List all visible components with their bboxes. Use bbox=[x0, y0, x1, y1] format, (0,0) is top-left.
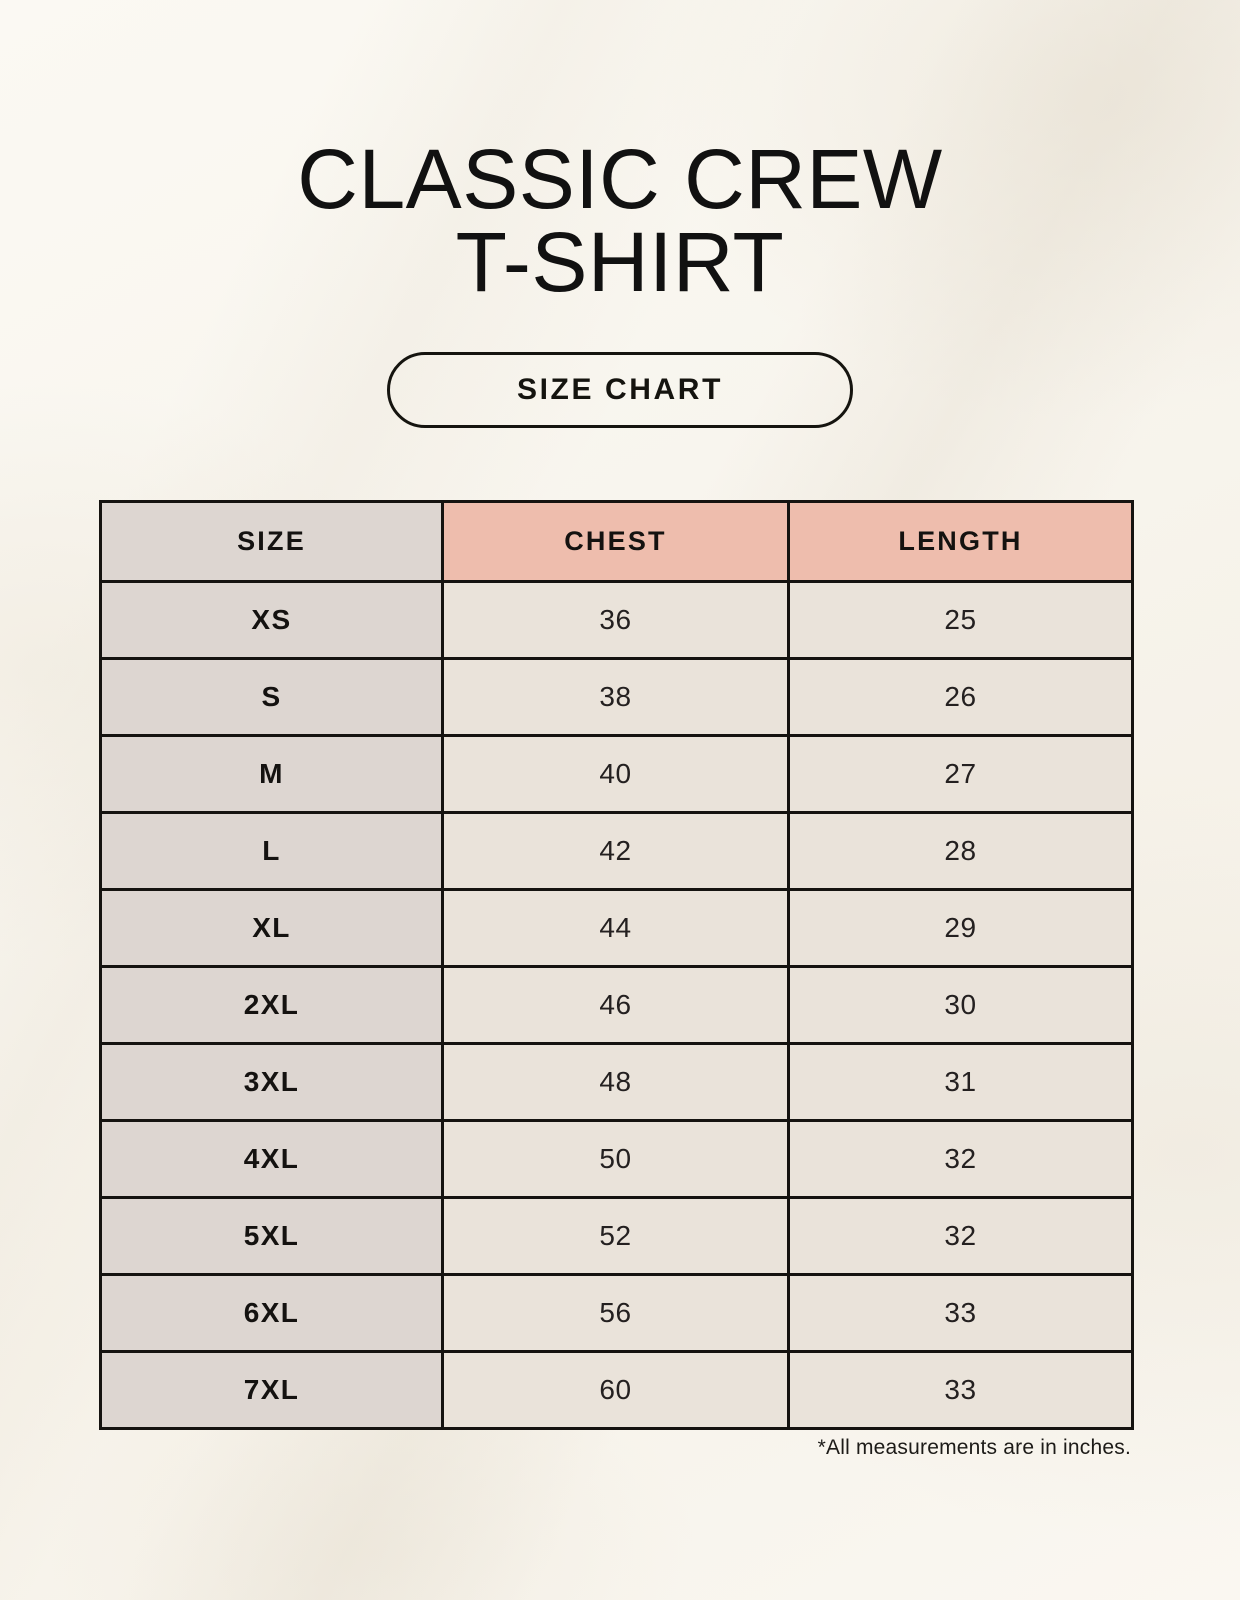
cell-size: 5XL bbox=[99, 1196, 444, 1276]
table-row: XS 36 25 bbox=[99, 580, 1134, 660]
cell-size: 2XL bbox=[99, 965, 444, 1045]
cell-chest: 42 bbox=[441, 811, 790, 891]
cell-length: 31 bbox=[787, 1042, 1134, 1122]
table-row: 3XL 48 31 bbox=[99, 1042, 1134, 1122]
cell-length: 29 bbox=[787, 888, 1134, 968]
cell-chest: 40 bbox=[441, 734, 790, 814]
cell-size: M bbox=[99, 734, 444, 814]
cell-size: 7XL bbox=[99, 1350, 444, 1430]
table-row: XL 44 29 bbox=[99, 888, 1134, 968]
cell-length: 25 bbox=[787, 580, 1134, 660]
cell-length: 27 bbox=[787, 734, 1134, 814]
cell-length: 30 bbox=[787, 965, 1134, 1045]
column-header-chest: CHEST bbox=[441, 500, 790, 583]
cell-chest: 56 bbox=[441, 1273, 790, 1353]
size-table-head: SIZE CHEST LENGTH bbox=[99, 500, 1134, 583]
column-header-size: SIZE bbox=[99, 500, 444, 583]
size-table-body: XS 36 25 S 38 26 M 40 27 L 42 28 XL 44 29 2XL 46 30 3XL 48 3… bbox=[99, 580, 1134, 1430]
measurement-note: *All measurements are in inches. bbox=[817, 1436, 1131, 1459]
page-title: CLASSIC CREW T-SHIRT bbox=[297, 132, 943, 310]
size-table-wrapper: SIZE CHEST LENGTH XS 36 25 S 38 26 M 40 27 L 42 28 X… bbox=[99, 500, 1134, 1430]
cell-chest: 36 bbox=[441, 580, 790, 660]
size-chart-badge: SIZE CHART bbox=[387, 352, 853, 428]
cell-size: 3XL bbox=[99, 1042, 444, 1122]
cell-length: 28 bbox=[787, 811, 1134, 891]
table-header-row: SIZE CHEST LENGTH bbox=[99, 500, 1134, 583]
cell-size: XS bbox=[99, 580, 444, 660]
table-row: L 42 28 bbox=[99, 811, 1134, 891]
table-row: 5XL 52 32 bbox=[99, 1196, 1134, 1276]
table-row: S 38 26 bbox=[99, 657, 1134, 737]
cell-chest: 38 bbox=[441, 657, 790, 737]
table-row: 7XL 60 33 bbox=[99, 1350, 1134, 1430]
cell-length: 32 bbox=[787, 1119, 1134, 1199]
cell-length: 32 bbox=[787, 1196, 1134, 1276]
cell-chest: 52 bbox=[441, 1196, 790, 1276]
cell-chest: 48 bbox=[441, 1042, 790, 1122]
table-row: M 40 27 bbox=[99, 734, 1134, 814]
table-row: 4XL 50 32 bbox=[99, 1119, 1134, 1199]
cell-chest: 46 bbox=[441, 965, 790, 1045]
size-table: SIZE CHEST LENGTH XS 36 25 S 38 26 M 40 27 L 42 28 X… bbox=[99, 500, 1134, 1430]
size-chart-badge-wrapper: SIZE CHART bbox=[0, 352, 1240, 428]
cell-size: S bbox=[99, 657, 444, 737]
cell-length: 33 bbox=[787, 1273, 1134, 1353]
cell-size: XL bbox=[99, 888, 444, 968]
cell-size: 4XL bbox=[99, 1119, 444, 1199]
cell-length: 26 bbox=[787, 657, 1134, 737]
cell-chest: 50 bbox=[441, 1119, 790, 1199]
cell-chest: 60 bbox=[441, 1350, 790, 1430]
table-row: 6XL 56 33 bbox=[99, 1273, 1134, 1353]
column-header-length: LENGTH bbox=[787, 500, 1134, 583]
table-row: 2XL 46 30 bbox=[99, 965, 1134, 1045]
cell-chest: 44 bbox=[441, 888, 790, 968]
cell-size: 6XL bbox=[99, 1273, 444, 1353]
cell-size: L bbox=[99, 811, 444, 891]
cell-length: 33 bbox=[787, 1350, 1134, 1430]
